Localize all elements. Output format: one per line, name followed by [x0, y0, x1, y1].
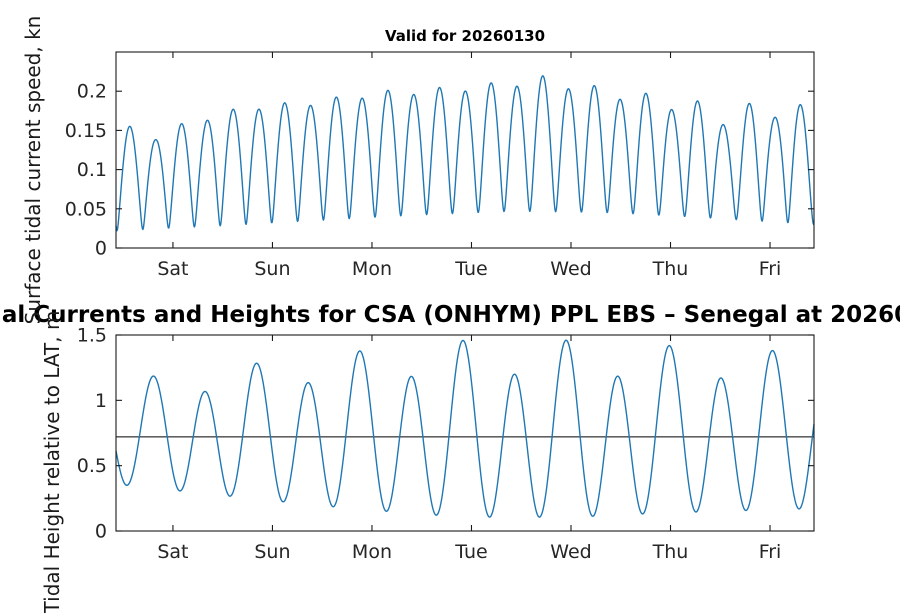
x-tick-label: Fri [759, 258, 782, 280]
y-tick-label: 0.2 [77, 81, 107, 103]
figure-svg: Sat Sun Mon Tue Wed Thu Fri 0 0.05 0.1 0.15 0.2 Sat… [65, 51, 815, 563]
y-tick-label: 1 [95, 390, 107, 412]
x-tick-label: Tue [454, 258, 487, 280]
figure-canvas: { "figure": {"width": 900, "height": 600… [0, 15, 900, 613]
x-tick-label: Sat [157, 541, 188, 563]
top-chart-ylabel: Surface tidal current speed, kn [21, 15, 45, 325]
bottom-chart-ylabel: Tidal Height relative to LAT, m [40, 310, 64, 613]
y-tick-label: 0.5 [77, 455, 107, 477]
y-tick-label: 0.1 [77, 159, 107, 181]
y-tick-label: 0.05 [65, 198, 107, 220]
x-tick-label: Sun [254, 541, 290, 563]
x-tick-label: Mon [352, 541, 392, 563]
x-tick-label: Wed [550, 258, 591, 280]
axes-box [115, 51, 815, 249]
bottom-chart: Sat Sun Mon Tue Wed Thu Fri 0 0.5 1 1.5 [77, 325, 815, 563]
y-tick-label: 0 [95, 521, 107, 543]
tide-curve [115, 75, 815, 232]
x-tick-label: Thu [652, 541, 689, 563]
x-tick-label: Sat [157, 258, 188, 280]
y-tick-label: 0.15 [65, 120, 107, 142]
tide-curve [115, 339, 815, 518]
axes-box [115, 334, 815, 532]
x-tick-label: Tue [454, 541, 487, 563]
x-tick-label: Fri [759, 541, 782, 563]
top-chart: Sat Sun Mon Tue Wed Thu Fri 0 0.05 0.1 0.15 0.2 [65, 51, 815, 280]
y-tick-label: 0 [95, 238, 107, 260]
figure-suptitle: Tidal Currents and Heights for CSA (ONHY… [0, 302, 900, 328]
y-tick-label: 1.5 [77, 325, 107, 347]
x-tick-label: Mon [352, 258, 392, 280]
top-chart-title: Valid for 20260130 [384, 27, 546, 45]
x-tick-label: Sun [254, 258, 290, 280]
x-tick-label: Thu [652, 258, 689, 280]
x-tick-label: Wed [550, 541, 591, 563]
